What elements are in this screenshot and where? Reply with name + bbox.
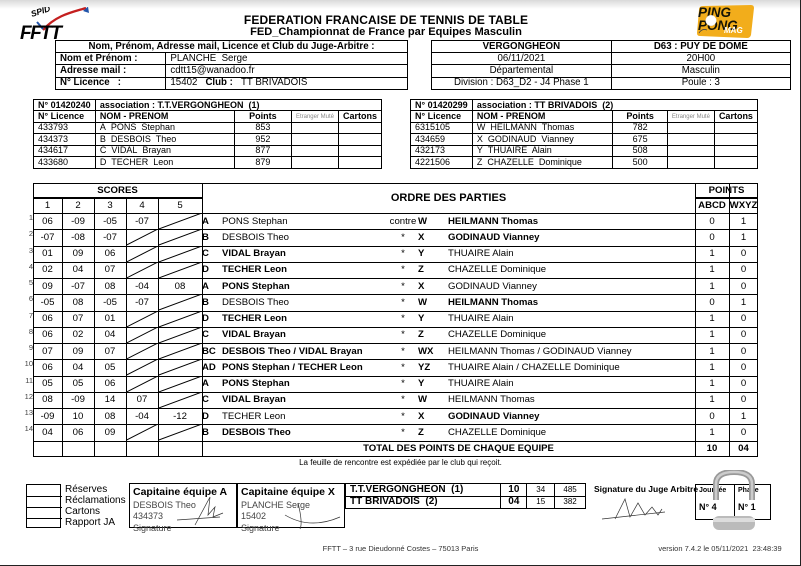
svg-text:SPID: SPID <box>30 7 52 19</box>
svg-text:MAG: MAG <box>724 26 743 35</box>
svg-text:FFTT: FFTT <box>20 23 63 41</box>
